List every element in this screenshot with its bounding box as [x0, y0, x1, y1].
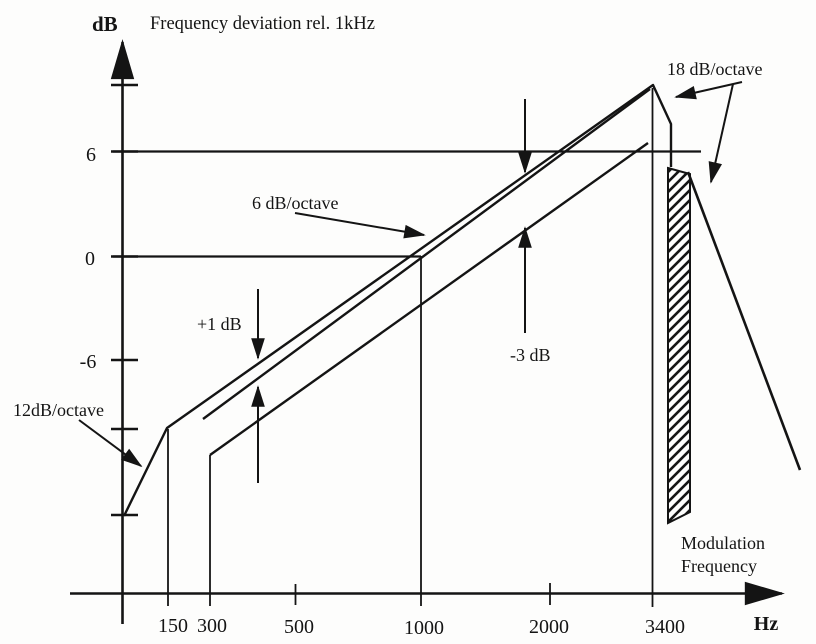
modulation-frequency-bar: [667, 166, 691, 525]
y-label-minus6: -6: [80, 351, 97, 373]
annotation-6db-octave: 6 dB/octave: [252, 193, 338, 213]
x-label-3400: 3400: [645, 616, 685, 638]
curve-nominal: [202, 88, 651, 420]
y-axis-unit-label: dB: [92, 12, 118, 36]
annotation-modulation: Modulation: [681, 533, 765, 553]
arrow-18db-octave-lower: [708, 83, 734, 184]
x-label-1000: 1000: [404, 617, 444, 639]
x-label-2000: 2000: [529, 616, 569, 638]
curve-lower-limit-rolloff: [686, 171, 802, 471]
x-axis-unit-label: Hz: [754, 613, 779, 635]
y-label-6: 6: [86, 144, 96, 166]
chart-title: Frequency deviation rel. 1kHz: [150, 14, 375, 34]
annotation-frequency: Frequency: [681, 556, 757, 576]
annotation-12db-octave: 12dB/octave: [13, 400, 104, 420]
annotation-18db-octave: 18 dB/octave: [667, 59, 762, 79]
annotation-plus1db: +1 dB: [197, 314, 242, 334]
annotation-minus3db: -3 dB: [510, 345, 551, 365]
arrow-18db-octave-upper: [674, 81, 743, 100]
curve-upper-limit: [122, 83, 673, 517]
y-label-0: 0: [85, 248, 95, 270]
curve-lower-limit: [209, 142, 649, 456]
arrow-12db-octave: [78, 419, 143, 468]
x-label-300: 300: [197, 615, 227, 637]
x-label-500: 500: [284, 616, 314, 638]
x-label-150: 150: [158, 615, 188, 637]
arrow-6db-octave: [294, 212, 426, 239]
